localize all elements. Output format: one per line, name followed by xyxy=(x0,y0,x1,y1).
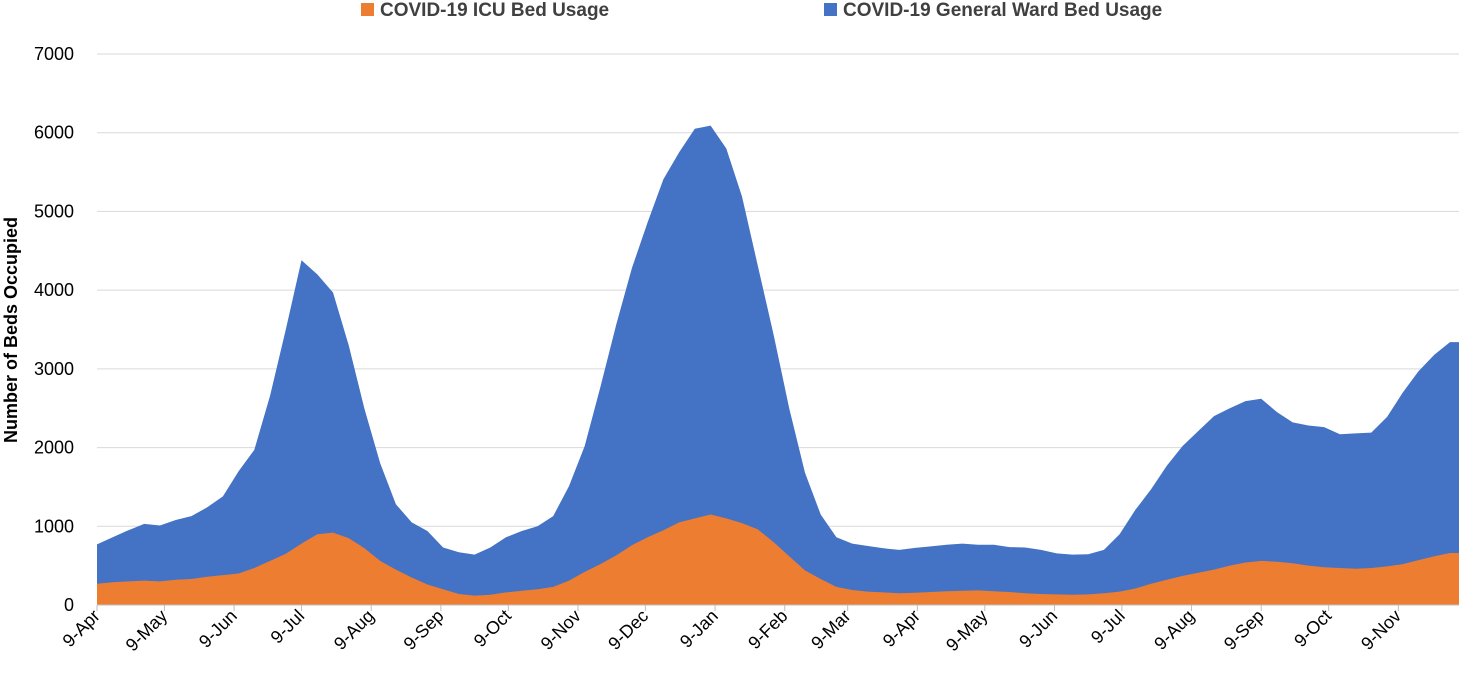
x-axis: 9-Apr 9-May 9-Jun 9-Jul 9-Aug 9-Sep 9-Oct 9-Nov… xyxy=(59,604,1459,656)
y-tick-label: 1000 xyxy=(34,516,74,536)
y-tick-label: 2000 xyxy=(34,438,74,458)
y-axis-title: Number of Beds Occupied xyxy=(1,217,21,443)
y-axis: 0 1000 2000 3000 4000 5000 6000 7000 xyxy=(34,44,74,615)
x-tick-label: 9-Jul xyxy=(1087,606,1129,648)
plot-areas xyxy=(97,125,1459,605)
x-tick-label: 9-Aug xyxy=(1150,606,1198,654)
x-tick-label: 9-May xyxy=(942,606,992,656)
x-tick-label: 9-Jan xyxy=(676,606,722,652)
x-tick-label: 9-Apr xyxy=(879,606,924,651)
y-tick-label: 5000 xyxy=(34,201,74,221)
legend-label-icu: COVID-19 ICU Bed Usage xyxy=(380,0,609,21)
legend-label-general-ward: COVID-19 General Ward Bed Usage xyxy=(843,0,1162,21)
x-tick-label: 9-Jun xyxy=(195,606,241,652)
y-tick-label: 7000 xyxy=(34,44,74,64)
x-tick-label: 9-Jun xyxy=(1015,606,1061,652)
x-tick-label: 9-Nov xyxy=(537,606,585,654)
x-tick-label: 9-Nov xyxy=(1357,606,1405,654)
x-tick-label: 9-Oct xyxy=(470,606,515,651)
x-tick-label: 9-Mar xyxy=(807,606,854,653)
legend: COVID-19 ICU Bed Usage COVID-19 General … xyxy=(361,0,1162,21)
y-tick-label: 6000 xyxy=(34,123,74,143)
x-tick-label: 9-Feb xyxy=(744,606,791,653)
x-tick-label: 9-Dec xyxy=(604,606,652,654)
x-tick-label: 9-Sep xyxy=(1220,606,1268,654)
x-tick-label: 9-May xyxy=(122,606,172,656)
x-tick-label: 9-Aug xyxy=(330,606,378,654)
x-tick-label: 9-Oct xyxy=(1290,606,1335,651)
y-tick-label: 3000 xyxy=(34,359,74,379)
series-area-general-ward xyxy=(97,125,1459,605)
legend-swatch-icu xyxy=(361,3,374,16)
y-tick-label: 0 xyxy=(64,595,74,615)
y-tick-label: 4000 xyxy=(34,280,74,300)
x-tick-label: 9-Jul xyxy=(267,606,309,648)
legend-swatch-general-ward xyxy=(824,3,837,16)
x-tick-label: 9-Sep xyxy=(400,606,448,654)
series-area-icu xyxy=(97,514,1459,605)
